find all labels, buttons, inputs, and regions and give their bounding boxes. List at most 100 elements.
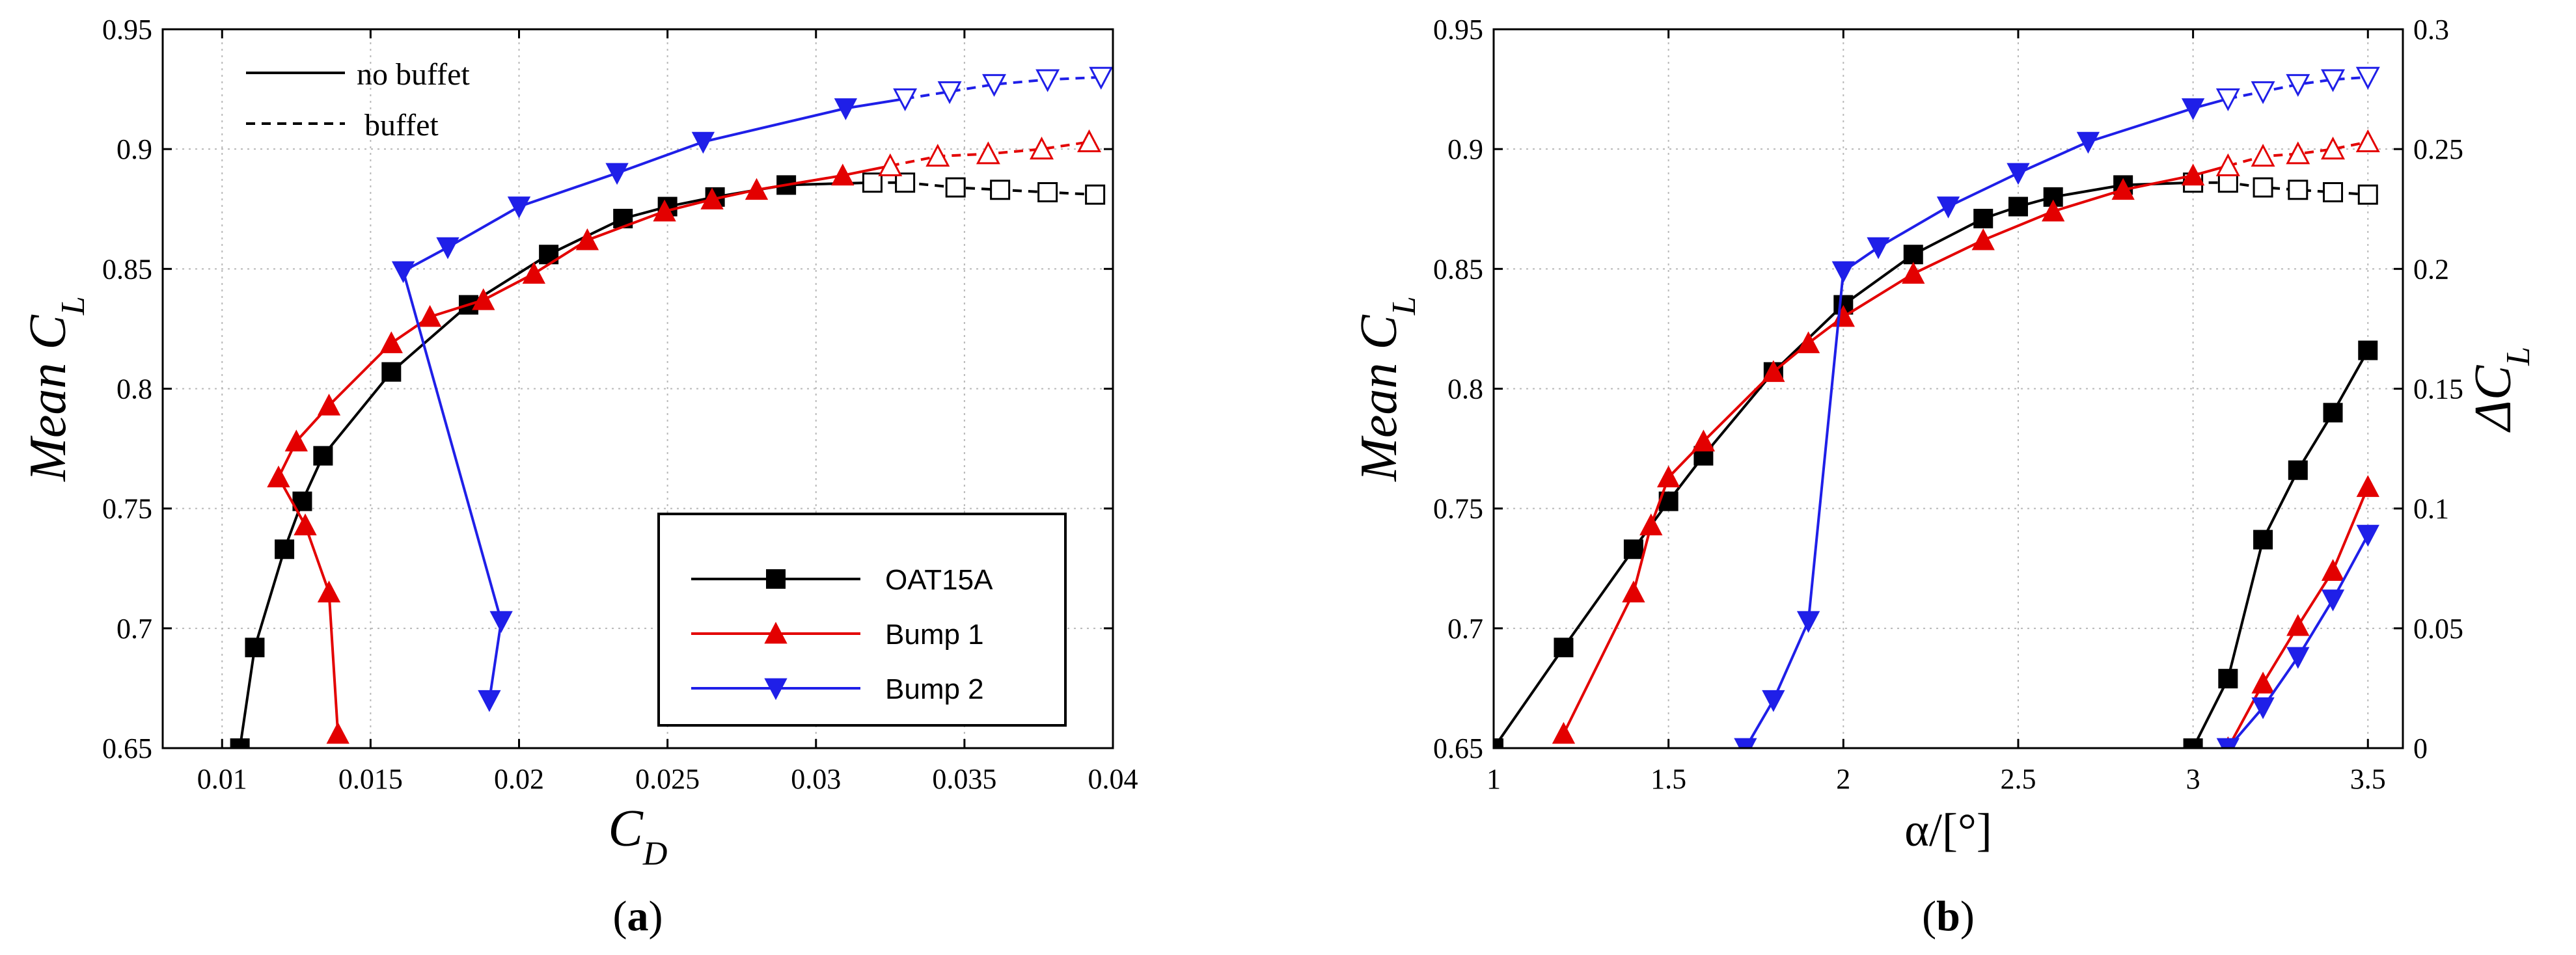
a-point-oat15a-buffet — [1085, 184, 1106, 205]
a-point-bump-1 — [317, 394, 341, 416]
a-point-bump-1 — [284, 429, 308, 451]
a-point-bump-1 — [379, 331, 403, 353]
a-point-bump-2-buffet — [893, 88, 918, 112]
a-buffet-label: buffet — [364, 108, 439, 142]
b-point-bump-1 — [1762, 360, 1785, 383]
b-point-oat15a — [1833, 295, 1854, 315]
b-series-bump-1 — [1552, 154, 2240, 744]
b-point-bump-2 — [2181, 98, 2205, 120]
b-y-axis-label-sub: L — [1386, 296, 1423, 316]
a-x-tick-label: 0.025 — [635, 763, 700, 795]
b-y-tick-label: 0.7 — [1447, 613, 1483, 645]
a-legend-marker-bump-1 — [764, 621, 788, 644]
b-point-bump-1 — [1796, 331, 1820, 353]
a-y-axis-label: Mean CL — [20, 296, 92, 481]
b-x-tick-label: 2.5 — [2000, 763, 2036, 795]
b-y2-tick-label: 0.15 — [2413, 373, 2463, 405]
a-point-bump-2-buffet — [982, 74, 1006, 97]
a-point-bump-1 — [317, 580, 341, 602]
a-point-bump-2 — [507, 196, 531, 219]
chart-panel-b: 1 1.5 2 2.5 3 3.5 0.65 0.7 0.75 0.8 0.85 0.9 0.95 0 0.… — [1350, 14, 2537, 940]
b-point-bump-1-buffet — [2355, 129, 2380, 153]
b-y-tick-label: 0.8 — [1447, 373, 1483, 405]
a-point-bump-1-buffet — [976, 141, 1000, 165]
b-y2-tick-label: 0.25 — [2413, 133, 2463, 165]
a-point-bump-2-buffet — [1035, 69, 1060, 92]
a-panel-paren-close: ) — [649, 893, 663, 940]
b-point-bump-1 — [1552, 721, 1576, 744]
b-point-bump-1 — [2111, 178, 2135, 200]
a-x-tick-label: 0.02 — [494, 763, 544, 795]
a-point-oat15a-buffet — [945, 177, 966, 198]
b-point-bump-2-c-l — [2251, 697, 2275, 720]
b-x-tick-label: 2 — [1836, 763, 1850, 795]
b-series-bump-1-buffet — [2215, 129, 2380, 176]
b-point-oat15a-buffet — [2357, 184, 2378, 205]
b-point-oat15a-c-l — [2358, 340, 2378, 360]
a-legend-marker-bump-2 — [764, 678, 788, 701]
b-series-bump-2 — [1734, 88, 2240, 748]
b-point-bump-1-c-l — [2251, 671, 2275, 693]
b-x-tick-label: 3.5 — [2350, 763, 2386, 795]
a-x-tick-label: 0.015 — [338, 763, 403, 795]
b-y-tick-label: 0.65 — [1433, 733, 1483, 764]
a-legend: OAT15A Bump 1 Bump 2 — [657, 513, 1067, 727]
b-series-line-bump-2-c-l — [2227, 534, 2370, 748]
b-plot-area — [1494, 66, 2380, 748]
b-point-oat15a-buffet — [2253, 177, 2273, 198]
a-panel-label: (a) — [613, 893, 663, 940]
b-point-bump-1-buffet — [2286, 141, 2310, 165]
b-point-bump-1 — [1971, 228, 1995, 250]
a-point-bump-2 — [834, 98, 858, 120]
chart-panel-a: 0.01 0.015 0.02 0.025 0.03 0.035 0.04 0.65 0.7 0.… — [20, 14, 1138, 940]
a-x-tick-label: 0.035 — [932, 763, 996, 795]
b-x-tick-label: 1.5 — [1651, 763, 1686, 795]
a-y-axis-label-sub: L — [55, 296, 92, 316]
a-point-bump-2 — [391, 261, 415, 284]
b-point-bump-2 — [1867, 237, 1890, 260]
b-x-tick-label: 1 — [1487, 763, 1501, 795]
b-point-bump-2 — [2076, 131, 2100, 154]
a-point-bump-2 — [691, 131, 715, 154]
b-point-oat15a-buffet — [2323, 182, 2344, 202]
b-point-bump-1 — [1639, 513, 1663, 535]
b-point-oat15a — [1973, 208, 1994, 228]
a-point-bump-1 — [745, 178, 769, 200]
a-y-tick-label: 0.85 — [102, 253, 152, 285]
a-point-bump-2 — [489, 611, 513, 633]
a-point-oat15a — [230, 738, 250, 748]
a-no-buffet-label: no buffet — [357, 57, 470, 92]
a-plot-area — [230, 66, 1113, 748]
a-point-oat15a-buffet — [862, 172, 883, 193]
b-y2-axis-label-sub: L — [2500, 347, 2537, 366]
b-ticks: 1 1.5 2 2.5 3 3.5 0.65 0.7 0.75 0.8 0.85 0.9 0.95 0 0.… — [1433, 14, 2463, 795]
b-point-bump-1-buffet — [2215, 153, 2240, 176]
b-point-bump-1-buffet — [2251, 143, 2275, 167]
b-point-bump-1-buffet — [2321, 136, 2346, 160]
b-y2-tick-label: 0.2 — [2413, 253, 2449, 285]
b-panel-label: (b) — [1922, 893, 1975, 940]
b-y2-tick-label: 0.1 — [2413, 493, 2449, 525]
a-series-oat15a-buffet — [862, 172, 1106, 205]
a-point-bump-1-buffet — [1077, 129, 1101, 153]
a-legend-label-bump-2: Bump 2 — [885, 673, 984, 705]
b-point-bump-2 — [2007, 163, 2030, 185]
b-point-oat15a — [2008, 196, 2028, 217]
b-point-oat15a-buffet — [2288, 180, 2309, 200]
b-series-bump-1-c-l — [2221, 475, 2379, 748]
a-point-oat15a-buffet — [1037, 182, 1058, 202]
a-point-bump-2-buffet — [937, 81, 962, 104]
a-x-tick-label: 0.01 — [197, 763, 247, 795]
a-panel-paren-open: ( — [613, 893, 627, 940]
b-series-line-oat15a-c-l — [2191, 349, 2370, 748]
a-point-bump-1 — [418, 304, 442, 327]
a-point-bump-1 — [267, 465, 290, 488]
b-point-bump-1 — [2042, 199, 2065, 222]
a-x-tick-label: 0.04 — [1088, 763, 1138, 795]
b-point-bump-1 — [2181, 163, 2205, 186]
a-series-bump-2-buffet — [893, 66, 1113, 112]
a-x-tick-label: 0.03 — [791, 763, 841, 795]
a-y-tick-label: 0.9 — [116, 133, 152, 165]
b-point-bump-1 — [1692, 429, 1716, 451]
